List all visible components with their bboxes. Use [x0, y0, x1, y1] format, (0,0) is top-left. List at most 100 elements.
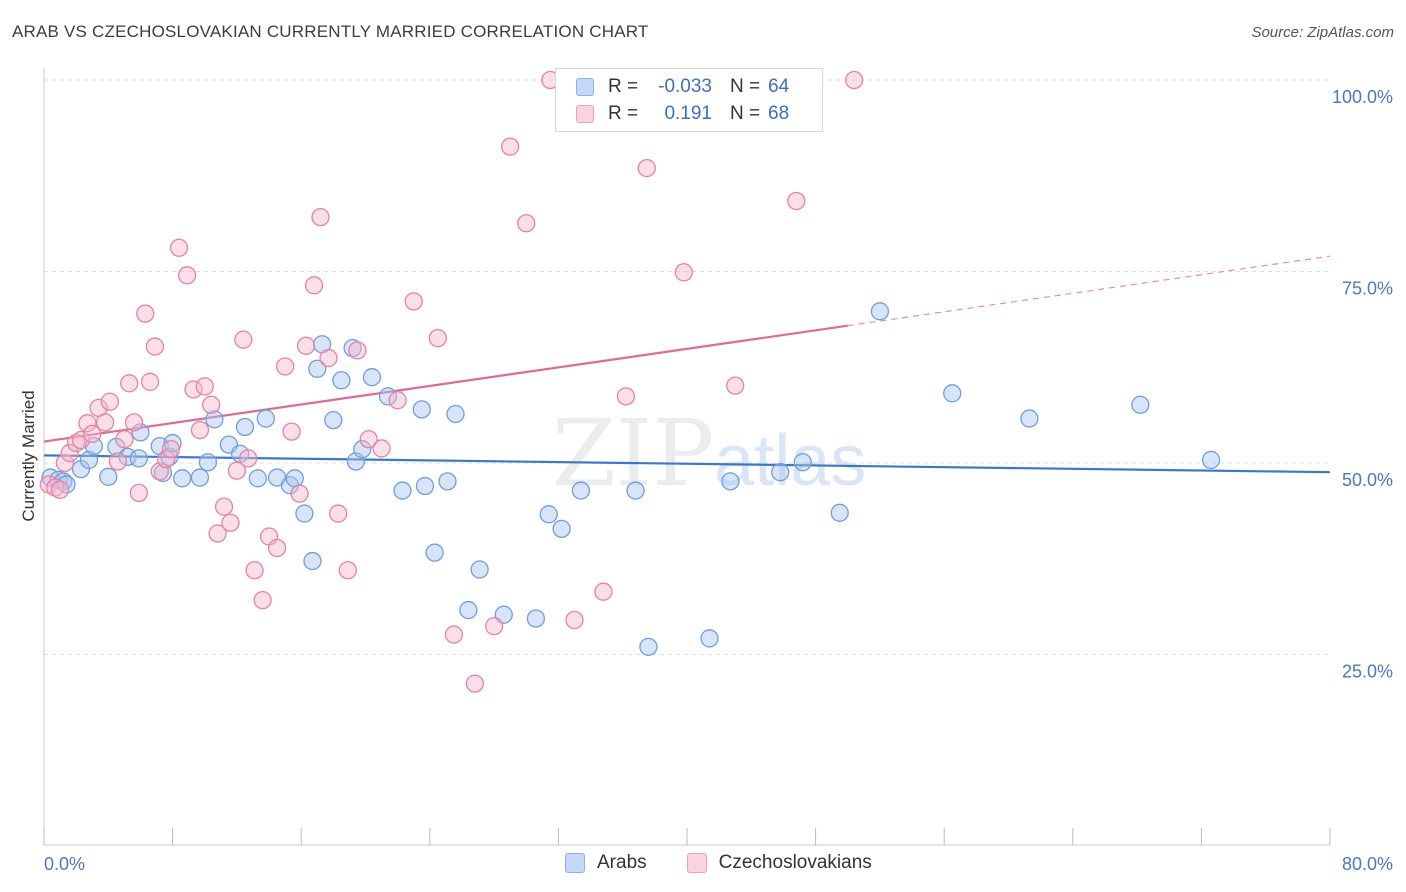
czechoslovakian-point [388, 391, 407, 410]
czechoslovakian-point [565, 610, 584, 630]
czechoslovakian-point [50, 480, 70, 499]
arab-point [459, 600, 478, 620]
czechoslovakian-point [267, 538, 287, 558]
legend-r-label: R = [608, 103, 639, 124]
arab-point [324, 410, 343, 430]
czechoslovakian-point [214, 497, 234, 516]
czechoslovakian-point [157, 450, 176, 469]
arab-point [771, 463, 790, 482]
czechoslovakian-point [195, 377, 214, 396]
czechoslovakian-point [245, 561, 264, 580]
czechoslovakian-point [95, 413, 115, 432]
czechoslovakian-point [253, 590, 272, 610]
arab-point [198, 453, 218, 472]
czechoslovakian-point [501, 137, 520, 156]
czechoslovakian-point [145, 337, 165, 356]
y-tick-label: 100.0% [1332, 87, 1393, 107]
x-tick-label: 0.0% [44, 854, 85, 874]
arab-point [870, 302, 890, 321]
series-label-arabs: Arabs [597, 852, 647, 873]
legend-swatch-arabs [576, 78, 594, 96]
czechoslovakian-point [428, 328, 447, 348]
series-label-czechoslovakians: Czechoslovakians [718, 852, 872, 873]
arab-point [721, 472, 740, 491]
zipatlas-watermark: ZIPatlas [552, 400, 866, 507]
czechoslovakian-point [136, 304, 155, 323]
y-tick-label: 75.0% [1342, 279, 1393, 299]
czechoslovakian-point [202, 395, 221, 414]
arab-point [332, 371, 351, 390]
arab-point [353, 440, 372, 459]
czechoslovakian-point [221, 513, 240, 532]
arab-point [1020, 409, 1039, 428]
chart-title: ARAB VS CZECHOSLOVAKIAN CURRENTLY MARRIE… [12, 22, 649, 41]
y-tick-label: 50.0% [1342, 470, 1393, 490]
czechoslovakian-point [304, 276, 324, 295]
arab-point [129, 449, 148, 468]
czechoslovakian-point [594, 582, 613, 601]
arab-point [1131, 395, 1150, 414]
data-points [39, 70, 1221, 693]
czechoslovakian-trend-line [43, 324, 848, 443]
arab-point [99, 467, 118, 486]
legend-row-czechoslovakians: R = 0.191 N = 68 [576, 102, 789, 126]
czechoslovakian-point [296, 336, 316, 355]
arab-point [700, 629, 719, 648]
czechoslovakian-point [404, 292, 423, 311]
czechoslovakian-point [484, 617, 504, 636]
arab-point [160, 447, 179, 467]
series-swatch-czechoslovakians [686, 853, 707, 873]
arab-point [830, 503, 849, 522]
czechoslovakian-point [616, 387, 636, 406]
czechoslovakian-point [140, 372, 160, 391]
czechoslovakian-point [190, 420, 210, 440]
czechoslovakian-point [359, 430, 378, 449]
czechoslovakian-point [129, 483, 148, 503]
arab-point [256, 409, 275, 428]
arab-point [173, 469, 192, 488]
arab-point [79, 450, 99, 470]
czechoslovakian-point [311, 207, 330, 227]
czechoslovakian-point [161, 440, 181, 459]
czechoslovakian-point [177, 266, 197, 285]
czechoslovakian-point [227, 461, 247, 480]
czechoslovakian-point [83, 424, 102, 444]
czechoslovakian-point [124, 413, 144, 432]
czechoslovakian-point [517, 214, 536, 233]
arab-point [571, 481, 591, 500]
legend-n-value: 64 [768, 76, 790, 97]
czechoslovakian-point [290, 484, 309, 503]
series-legend-arabs[interactable]: Arabs [565, 852, 647, 874]
czechoslovakian-point [637, 158, 656, 178]
arab-point [303, 551, 322, 571]
arab-point [393, 481, 412, 500]
arab-point [639, 637, 658, 656]
czechoslovakian-point [787, 191, 806, 211]
czechoslovakian-point [275, 357, 295, 376]
czechoslovakian-point [234, 330, 253, 349]
legend-swatch-czechoslovakians [576, 105, 594, 123]
legend-r-label: R = [608, 76, 639, 97]
czechoslovakian-point [78, 414, 97, 433]
czechoslovakian-point [71, 430, 91, 450]
arab-point [539, 505, 558, 524]
arab-point [362, 368, 382, 387]
czechoslovakian-point [184, 380, 203, 399]
arab-point [552, 519, 571, 539]
arab-point [446, 404, 465, 424]
czechoslovakian-point [465, 674, 484, 693]
arab-point [343, 338, 362, 358]
watermark-atlas: atlas [714, 421, 867, 501]
gridlines [44, 79, 1330, 655]
watermark-zip: ZIP [552, 400, 715, 507]
series-legend-czechoslovakians[interactable]: Czechoslovakians [686, 852, 872, 874]
arab-point [205, 410, 224, 429]
legend-row-arabs: R = -0.033 N = 64 [576, 75, 789, 99]
arab-point [412, 400, 431, 419]
czechoslovakian-point [338, 561, 357, 580]
source-credit: Source: ZipAtlas.com [1251, 24, 1394, 41]
arab-point [470, 560, 489, 579]
x-tick-label: 80.0% [1342, 854, 1393, 874]
czechoslovakian-point [348, 341, 367, 360]
